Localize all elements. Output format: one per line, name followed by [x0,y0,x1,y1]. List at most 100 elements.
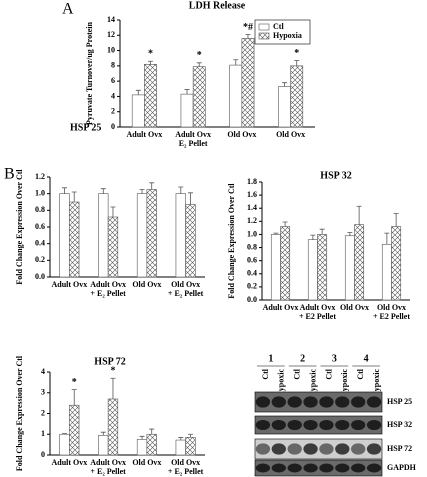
band-label: HSP 32 [387,420,412,429]
error-bar [110,206,116,217]
error-bar [139,189,145,194]
y-tick-label: 0.6 [35,222,45,231]
y-tick-label: 1.2 [35,172,45,181]
bar [354,224,365,301]
condition-label: Ctl [324,368,333,379]
y-tick-label: 4 [111,91,115,100]
error-bar [135,89,141,95]
bar [280,226,291,301]
y-tick-label: 2 [41,408,45,417]
bar [381,243,392,301]
x-tick-label: Adult Ovx [90,280,126,289]
error-bar [196,62,202,67]
x-tick-label: Adult Ovx [51,280,87,289]
blot-band [303,396,318,408]
condition-label: Hypoxic [372,369,381,398]
x-tick-label: + E2 Pellet [299,312,336,321]
x-tick-label: Old Ovx [340,303,369,312]
bar [69,201,80,278]
lane-label: 4 [364,353,369,364]
y-tick-label: 14 [107,15,115,24]
blot-band [335,443,350,455]
y-tick-label: 0.0 [35,272,45,281]
chart-title: HSP 32 [320,170,351,181]
blot-band [351,419,366,431]
blot-strip [254,415,383,435]
error-bar [149,428,155,435]
error-bar [100,188,106,194]
condition-label: Hypoxic [340,369,349,398]
chart-title: LDH Release [189,0,246,11]
blot-band [319,396,334,408]
error-bar [245,34,251,39]
bar [391,226,402,301]
error-bar [187,433,193,438]
bar [344,235,355,301]
bar [59,193,70,278]
y-tick-label: 2 [111,107,115,116]
blot-band [366,396,382,408]
blot-band [351,443,366,455]
blot-band [303,419,318,431]
bar [107,216,119,278]
blot-band [319,419,334,431]
band-label: HSP 25 [387,397,412,406]
condition-label: Ctl [356,368,365,379]
bar [146,189,157,278]
y-tick-label: 0.4 [247,269,257,278]
error-bar [347,232,353,236]
y-tick-label: 1.4 [247,203,257,212]
y-tick-label: 8 [111,61,115,70]
error-bar [71,389,77,406]
annotation: * [294,48,299,59]
bar [317,234,328,301]
blot-band [255,443,271,455]
bar [98,434,109,456]
y-tick-label: 0 [41,450,45,459]
error-bar [110,377,116,399]
blot-band [366,463,382,473]
error-bar [393,213,399,227]
lane-label: 1 [268,353,273,364]
blot-band [271,443,286,455]
y-tick-label: 6 [111,76,115,85]
condition-label: Ctl [261,368,270,379]
bar [136,439,148,456]
bar [69,404,80,456]
x-tick-label: Old Ovx [227,130,256,139]
error-bar [356,205,362,225]
error-bar [187,192,193,205]
bar [59,433,70,456]
annotation: * [148,49,153,60]
y-tick-label: 10 [107,45,115,54]
blot-band [335,419,350,431]
error-bar [178,437,184,441]
x-tick-label: Adult Ovx [263,303,299,312]
blot-band [366,443,382,455]
x-tick-label: Old Ovx [132,280,161,289]
panel-label: B [4,166,15,183]
error-bar [282,221,288,227]
error-bar [62,187,68,194]
bar [175,193,186,278]
bar [241,38,255,128]
legend-label: Ctl [273,22,284,31]
panel-label: A [62,1,74,18]
x-tick-label: Old Ovx [171,458,200,467]
band-label: GAPDH [387,463,417,472]
bar [98,193,109,278]
bar [290,65,304,128]
error-bar [233,59,239,66]
error-bar [178,186,184,194]
blot-band [335,396,350,408]
lane-label: 3 [332,353,337,364]
x-tick-label: Old Ovx [132,458,161,467]
error-bar [310,234,316,240]
blot-band [319,443,334,455]
y-tick-label: 1.0 [35,188,45,197]
x-tick-label: + E2 Pellet [373,312,410,321]
blot-band [255,463,271,473]
lane-label: 2 [300,353,305,364]
bar [185,204,196,278]
